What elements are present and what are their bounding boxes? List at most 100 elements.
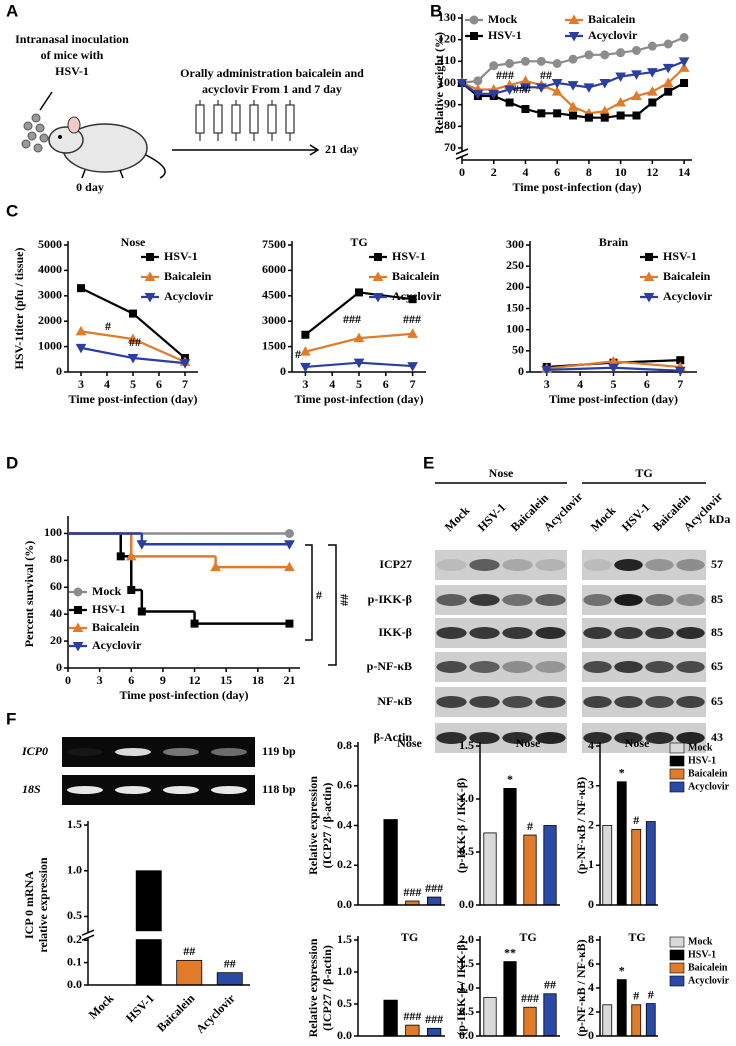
legend-swatch — [669, 962, 685, 974]
legend-label: Acyclovir — [688, 781, 730, 792]
x-tick-label: 3 — [544, 377, 550, 391]
y-tick-label: 130 — [438, 10, 456, 24]
axis-break-gap — [82, 932, 94, 939]
blot-band — [676, 594, 705, 606]
syringes — [195, 100, 295, 141]
legend-label: Baicalein — [688, 768, 728, 779]
marker — [116, 552, 125, 561]
x-tick-label: 3 — [78, 377, 84, 391]
significance-label: ### — [403, 885, 421, 899]
marker — [583, 83, 595, 93]
marker — [608, 363, 619, 374]
panel-label: B — [430, 1, 442, 20]
x-tick-label: 12 — [189, 673, 201, 687]
marker — [300, 346, 311, 356]
y-tick-label: 300 — [506, 237, 524, 251]
protein-label: β-Actin — [374, 730, 413, 744]
marker — [663, 39, 673, 49]
y-tick-label: 8 — [588, 932, 594, 946]
y-tick-label: 1.0 — [459, 791, 474, 805]
blot-band — [614, 732, 643, 744]
marker — [127, 585, 136, 594]
blot-band — [583, 594, 612, 606]
y-tick-label: 50 — [512, 343, 524, 357]
y-axis-label: Percent survival (%) — [22, 541, 36, 647]
gel-band — [67, 748, 103, 756]
y-tick-label: 0.0 — [459, 897, 474, 911]
y-axis-label: (p-NF-κB / NF-κB) — [574, 939, 588, 1036]
scheme-text: 21 day — [325, 142, 359, 156]
marker — [632, 111, 641, 120]
blot-band — [645, 732, 674, 744]
blot-band — [469, 559, 500, 571]
blot-band — [614, 661, 643, 673]
marker — [631, 46, 641, 55]
marker — [551, 86, 563, 96]
y-tick-label: 2 — [588, 817, 594, 831]
panel-label: C — [6, 201, 18, 220]
significance-label: ### — [403, 1009, 421, 1023]
protein-label: IKK-β — [378, 625, 412, 639]
x-tick-label: 5 — [356, 377, 362, 391]
legend-label: HSV-1 — [688, 949, 716, 960]
legend-label: Baicalein — [688, 962, 728, 973]
mw-label: 65 — [711, 659, 723, 673]
x-axis-label: Time post-infection (day) — [119, 688, 248, 702]
bar — [383, 999, 398, 1037]
marker — [353, 358, 365, 369]
y-tick-label: 0.5 — [459, 1004, 474, 1018]
virus-icons — [21, 113, 49, 153]
marker — [569, 111, 578, 120]
y-tick-label: 80 — [50, 552, 62, 566]
marker — [179, 359, 191, 369]
marker — [75, 325, 87, 336]
scheme-text: Intranasal inoculation — [15, 32, 129, 46]
y-axis-label: (p-IKK-β / IKK-β) — [454, 778, 468, 873]
legend-label: Baicalein — [588, 12, 636, 26]
legend-label: Acyclovir — [588, 28, 638, 42]
blot-band — [469, 661, 500, 673]
marker — [535, 83, 547, 93]
blot-band — [469, 627, 500, 639]
protein-label: NF-κB — [377, 694, 412, 708]
legend-marker — [568, 14, 580, 24]
y-tick-label: 100 — [438, 75, 456, 89]
y-axis-label: (p-NF-κB / NF-κB) — [574, 777, 588, 874]
annotation: # — [295, 347, 301, 361]
significance-label: ### — [425, 881, 443, 895]
x-tick-label: 14 — [678, 165, 690, 179]
marker — [553, 109, 562, 118]
annotation: ### — [343, 312, 361, 326]
significance-label: * — [507, 772, 513, 786]
mw-label: 65 — [711, 694, 723, 708]
bar — [383, 819, 398, 906]
bar — [543, 825, 557, 906]
x-tick-label: 6 — [383, 377, 389, 391]
blot-band — [436, 559, 467, 571]
marker — [127, 333, 139, 343]
y-tick-label: 3 — [588, 778, 594, 792]
scheme-drawing — [21, 91, 320, 179]
y-tick-label: 1.5 — [67, 817, 82, 831]
marker — [541, 365, 553, 376]
annotation: ### — [496, 68, 514, 82]
y-tick-label: 4500 — [262, 288, 286, 302]
y-tick-label: 0.5 — [337, 996, 352, 1010]
legend-label: HSV-1 — [164, 249, 198, 263]
marker — [567, 101, 579, 111]
blot-band — [502, 559, 533, 571]
marker — [137, 607, 146, 616]
y-tick-label: 0.5 — [67, 908, 82, 922]
marker — [520, 83, 531, 93]
y-tick-label: 2.0 — [459, 932, 474, 946]
legend-label: HSV-1 — [92, 602, 126, 616]
annotation: ## — [129, 335, 141, 349]
marker — [662, 63, 674, 74]
y-tick-label: 0 — [56, 364, 62, 378]
y-tick-label: 4000 — [38, 262, 62, 276]
chart-title: Nose — [625, 736, 650, 750]
mw-unit: kDa — [709, 512, 730, 526]
x-tick-label: HSV-1 — [123, 991, 157, 1025]
significance-label: # — [633, 989, 639, 1003]
